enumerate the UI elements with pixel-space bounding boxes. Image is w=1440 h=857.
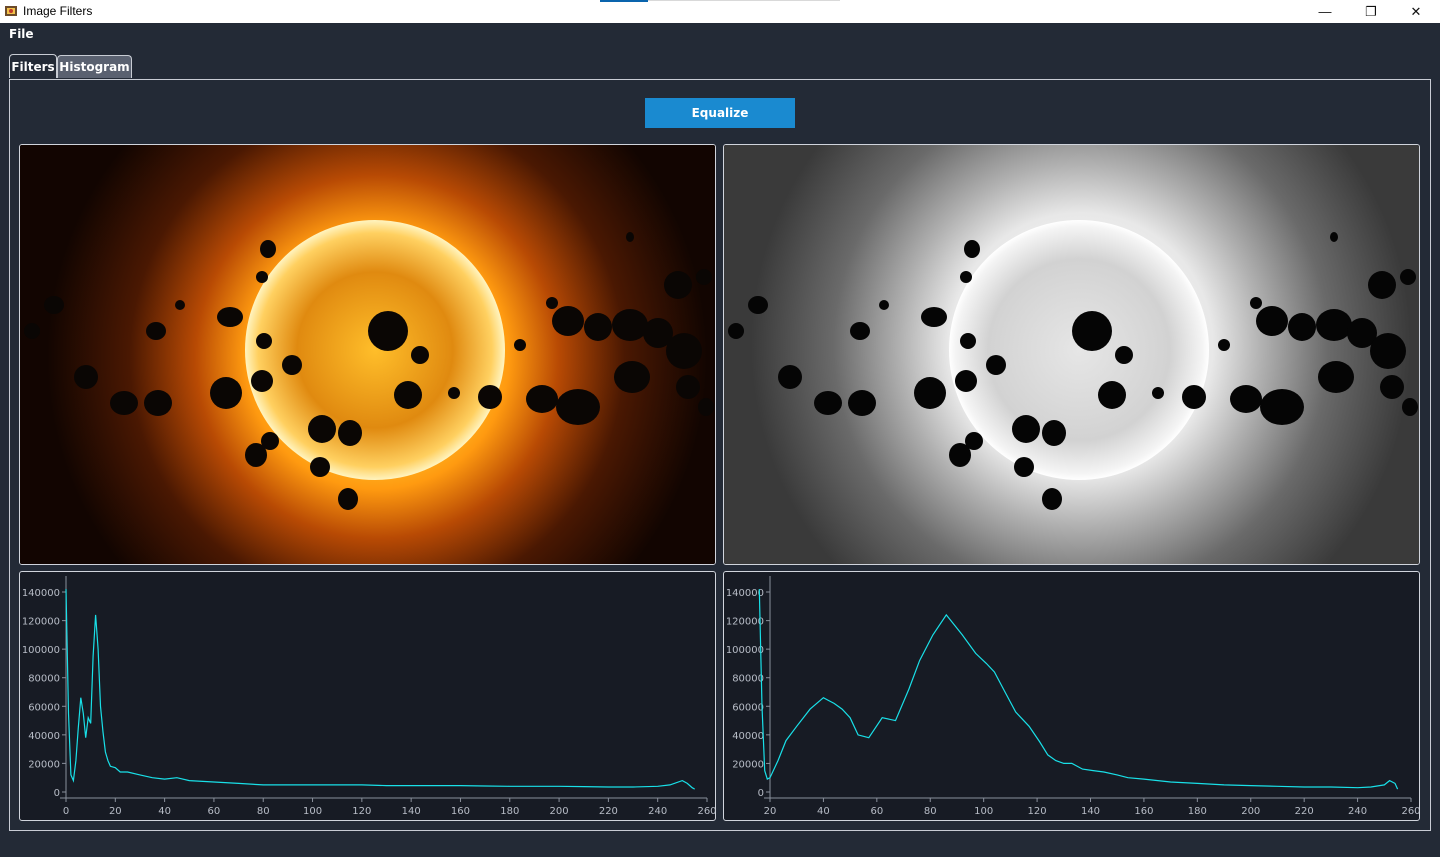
app-icon [5, 6, 17, 16]
original-histogram-x-tick-label: 200 [550, 806, 569, 817]
original-image-view [19, 144, 716, 565]
tab-histogram[interactable]: Histogram [57, 55, 132, 78]
equalized-histogram-x-tick-label: 180 [1188, 806, 1207, 817]
equalized-histogram-y-tick-label: 0 [758, 788, 764, 799]
equalized-histogram-x-tick-label: 60 [870, 806, 883, 817]
original-histogram-x-tick-label: 80 [257, 806, 270, 817]
original-histogram-x-tick-label: 220 [599, 806, 618, 817]
equalized-histogram-x-tick-label: 140 [1081, 806, 1100, 817]
equalize-button[interactable]: Equalize [645, 98, 795, 128]
equalized-histogram-x-tick-label: 240 [1348, 806, 1367, 817]
menu-bar: File [0, 23, 1440, 45]
original-histogram-y-tick-label: 100000 [22, 645, 60, 656]
equalized-image-view [723, 144, 1420, 565]
original-histogram-y-tick-label: 20000 [28, 759, 60, 770]
original-histogram-x-tick-label: 60 [208, 806, 221, 817]
equalized-histogram-panel: 0 20000 40000 60000 80000 100000 120000 140000 2… [723, 571, 1420, 821]
equalized-histogram-series-line [758, 589, 1399, 790]
original-histogram-y-tick-label: 80000 [28, 674, 60, 685]
original-histogram-y-tick-label: 60000 [28, 702, 60, 713]
equalized-histogram-x-tick-label: 260 [1401, 806, 1419, 817]
original-color-image [20, 145, 715, 564]
close-icon[interactable]: ✕ [1410, 3, 1422, 19]
equalized-histogram-x-tick-label: 80 [924, 806, 937, 817]
equalized-histogram-y-tick-label: 140000 [726, 588, 764, 599]
original-histogram-x-tick-label: 140 [402, 806, 421, 817]
tab-filters[interactable]: Filters [9, 54, 57, 78]
original-histogram-x-tick-label: 0 [63, 806, 69, 817]
original-histogram-x-tick-label: 20 [109, 806, 122, 817]
equalized-histogram-x-tick-label: 220 [1295, 806, 1314, 817]
original-histogram-y-tick-label: 0 [54, 788, 60, 799]
equalized-histogram-chart: 0 20000 40000 60000 80000 100000 120000 140000 2… [726, 576, 1419, 817]
equalized-histogram-y-tick-label: 80000 [732, 674, 764, 685]
equalized-histogram-y-tick-label: 40000 [732, 731, 764, 742]
title-accent-line-secondary [648, 0, 840, 1]
title-accent-line [600, 0, 648, 2]
minimize-icon[interactable]: — [1318, 4, 1332, 19]
equalized-histogram-x-tick-label: 100 [974, 806, 993, 817]
equalized-histogram-x-tick-label: 20 [764, 806, 777, 817]
window-title: Image Filters [23, 4, 93, 18]
original-histogram-x-tick-label: 240 [648, 806, 667, 817]
equalized-histogram-x-tick-label: 200 [1241, 806, 1260, 817]
original-histogram-y-tick-label: 40000 [28, 731, 60, 742]
filters-tab-panel [9, 79, 1431, 831]
original-histogram-series-line [65, 589, 695, 790]
original-histogram-panel: 0 20000 40000 60000 80000 100000 120000 140000 0… [19, 571, 716, 821]
equalized-histogram-x-tick-label: 160 [1134, 806, 1153, 817]
equalized-histogram-y-tick-label: 100000 [726, 645, 764, 656]
equalized-histogram-y-tick-label: 120000 [726, 617, 764, 628]
title-bar: Image Filters — ❐ ✕ [0, 0, 1440, 23]
original-histogram-x-tick-label: 120 [352, 806, 371, 817]
original-histogram-chart: 0 20000 40000 60000 80000 100000 120000 140000 0… [22, 576, 715, 817]
equalized-grayscale-image [724, 145, 1419, 564]
original-histogram-x-tick-label: 180 [500, 806, 519, 817]
menu-file[interactable]: File [9, 27, 34, 41]
original-histogram-x-tick-label: 160 [451, 806, 470, 817]
equalized-histogram-y-tick-label: 60000 [732, 702, 764, 713]
original-histogram-y-tick-label: 140000 [22, 588, 60, 599]
equalized-histogram-x-tick-label: 120 [1028, 806, 1047, 817]
restore-icon[interactable]: ❐ [1365, 3, 1377, 19]
equalized-histogram-y-tick-label: 20000 [732, 759, 764, 770]
original-histogram-y-tick-label: 120000 [22, 617, 60, 628]
original-histogram-x-tick-label: 40 [158, 806, 171, 817]
original-histogram-x-tick-label: 260 [697, 806, 715, 817]
equalized-histogram-x-tick-label: 40 [817, 806, 830, 817]
original-histogram-x-tick-label: 100 [303, 806, 322, 817]
